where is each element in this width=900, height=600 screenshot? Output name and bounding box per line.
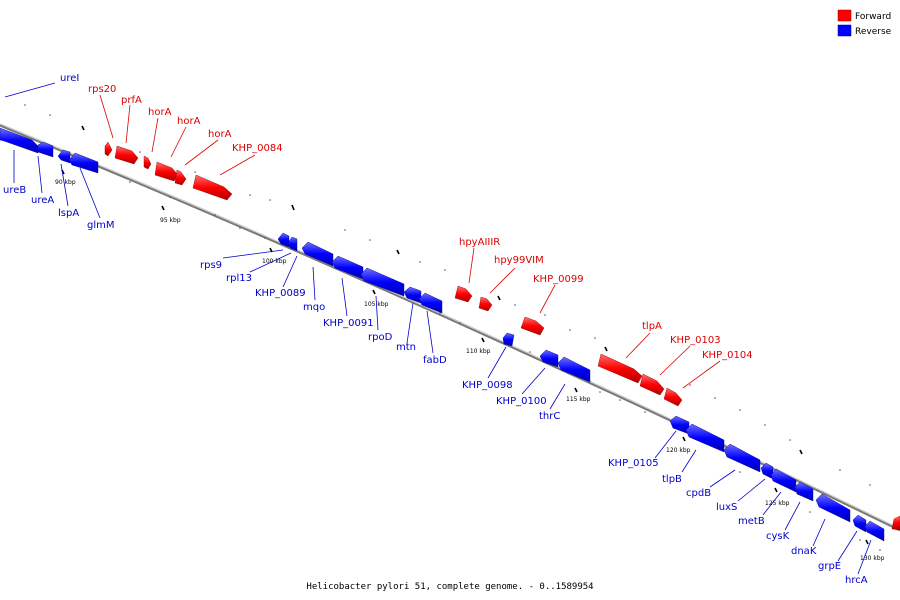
gene-label-forward: KHP_0099: [533, 274, 584, 285]
gene-label-reverse: dnaK: [791, 546, 817, 557]
gene-label-forward: KHP_0103: [670, 335, 721, 346]
gene-arrow-reverse[interactable]: [0, 127, 39, 154]
legend-swatch-forward: [837, 9, 852, 22]
gene-arrow-reverse[interactable]: [277, 232, 290, 248]
gene-label-reverse: rpoD: [368, 332, 393, 343]
gene-arrow-reverse[interactable]: [301, 241, 334, 267]
map-caption: Helicobacter pylori 51, complete genome.…: [306, 582, 593, 592]
kbp-label: 95 kbp: [160, 217, 181, 224]
gene-label-reverse: cpdB: [686, 488, 711, 499]
kbp-label: 90 kbp: [55, 179, 76, 186]
gene-label-reverse: mtn: [396, 342, 416, 353]
gene-arrow-reverse[interactable]: [852, 514, 867, 533]
gene-label-reverse: KHP_0100: [496, 396, 547, 407]
forward-labels: rps20 prfA horA horA horA KHP_0084 hpyAI…: [88, 84, 753, 361]
gene-arrow-reverse[interactable]: [287, 236, 298, 252]
reverse-labels: ureI ureB ureA lspA glmM rps9 rpl13 KHP_…: [3, 73, 868, 586]
gene-arrow-reverse[interactable]: [68, 152, 99, 174]
gene-label-forward: rps20: [88, 84, 116, 95]
gene-arrow-reverse[interactable]: [815, 493, 851, 523]
gene-label-reverse: grpE: [818, 561, 841, 572]
gene-label-forward: KHP_0104: [702, 350, 753, 361]
gene-label-reverse: mqo: [303, 302, 325, 313]
gene-label-forward: hpyAIIIR: [459, 237, 500, 248]
kbp-label: 110 kbp: [466, 348, 491, 355]
gene-label-reverse: cysK: [766, 531, 790, 542]
gene-label-reverse: ureA: [31, 195, 54, 206]
legend-swatch-reverse: [837, 24, 852, 37]
gene-label-reverse: KHP_0105: [608, 458, 659, 469]
kbp-label: 115 kbp: [566, 396, 591, 403]
gene-arrow-reverse[interactable]: [418, 292, 443, 314]
kbp-label: 120 kbp: [666, 447, 691, 454]
gene-arrow-reverse[interactable]: [539, 349, 559, 368]
gene-arrow-reverse[interactable]: [760, 462, 774, 480]
gene-arrow-reverse[interactable]: [723, 443, 761, 473]
legend-label-forward: Forward: [855, 12, 891, 22]
forward-genes: [104, 141, 900, 531]
gene-arrow-reverse[interactable]: [685, 423, 725, 453]
gene-label-reverse: hrcA: [845, 575, 868, 586]
gene-arrow-forward[interactable]: [520, 316, 545, 336]
gene-arrow-reverse[interactable]: [360, 267, 405, 297]
gene-arrow-reverse[interactable]: [57, 149, 71, 164]
kbp-label: 130 kbp: [860, 555, 885, 562]
gene-label-reverse: rps9: [200, 260, 222, 271]
gene-label-forward: horA: [177, 116, 201, 127]
gene-arrow-reverse[interactable]: [502, 332, 515, 347]
kbp-label: 125 kbp: [765, 500, 790, 507]
gene-label-reverse: metB: [738, 516, 765, 527]
gene-label-forward: prfA: [121, 95, 142, 106]
gene-label-forward: KHP_0084: [232, 143, 283, 154]
gene-arrow-reverse[interactable]: [794, 481, 814, 502]
kbp-label: 100 kbp: [262, 258, 287, 265]
gene-arrow-forward[interactable]: [114, 145, 139, 165]
gene-label-forward: hpy99VIM: [494, 255, 544, 266]
legend: Forward Reverse: [837, 9, 892, 37]
gene-arrow-forward[interactable]: [154, 161, 179, 182]
gene-arrow-forward[interactable]: [454, 285, 473, 303]
legend-label-reverse: Reverse: [855, 27, 892, 37]
gene-arrow-reverse[interactable]: [864, 520, 885, 542]
major-ticks: [61, 125, 869, 545]
reverse-genes: [0, 127, 885, 542]
gene-arrow-reverse[interactable]: [37, 141, 54, 158]
gene-label-reverse: KHP_0089: [255, 288, 306, 299]
forward-leaders: [99, 94, 721, 389]
gene-arrow-forward[interactable]: [891, 515, 900, 531]
gene-arrow-forward[interactable]: [104, 141, 113, 157]
gene-arrow-forward[interactable]: [174, 169, 187, 186]
gene-arrow-reverse[interactable]: [403, 286, 422, 304]
reverse-leaders: [4, 82, 872, 575]
gene-arrow-reverse[interactable]: [557, 356, 591, 383]
gene-arrow-reverse[interactable]: [770, 468, 797, 493]
gene-label-reverse: ureI: [60, 73, 79, 84]
gene-label-forward: horA: [148, 107, 172, 118]
gene-arrow-reverse[interactable]: [669, 415, 690, 435]
gene-arrow-forward[interactable]: [478, 296, 493, 312]
gene-label-reverse: rpl13: [226, 273, 252, 284]
gene-label-reverse: KHP_0091: [323, 318, 374, 329]
gene-label-reverse: KHP_0098: [462, 380, 513, 391]
gene-label-reverse: lspA: [58, 208, 79, 219]
gene-label-reverse: thrC: [539, 411, 560, 422]
gene-label-reverse: glmM: [87, 220, 115, 231]
gene-label-reverse: fabD: [423, 355, 447, 366]
gene-label-reverse: tlpB: [662, 474, 682, 485]
gene-label-forward: horA: [208, 129, 232, 140]
gene-label-forward: tlpA: [642, 321, 662, 332]
gene-label-reverse: luxS: [716, 502, 737, 513]
gene-arrow-reverse[interactable]: [331, 255, 364, 280]
gene-arrow-forward[interactable]: [192, 174, 233, 201]
gene-label-reverse: ureB: [3, 185, 26, 196]
gene-arrow-forward[interactable]: [143, 155, 152, 170]
tick-dots: [24, 104, 881, 551]
gene-arrow-forward[interactable]: [663, 387, 683, 407]
gene-arrow-forward[interactable]: [639, 373, 665, 396]
gene-arrow-forward[interactable]: [597, 353, 643, 384]
